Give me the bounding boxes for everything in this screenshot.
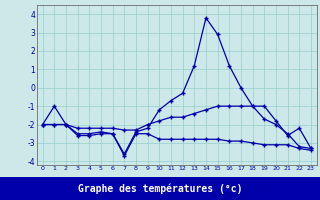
Text: Graphe des températures (°c): Graphe des températures (°c): [78, 183, 242, 194]
